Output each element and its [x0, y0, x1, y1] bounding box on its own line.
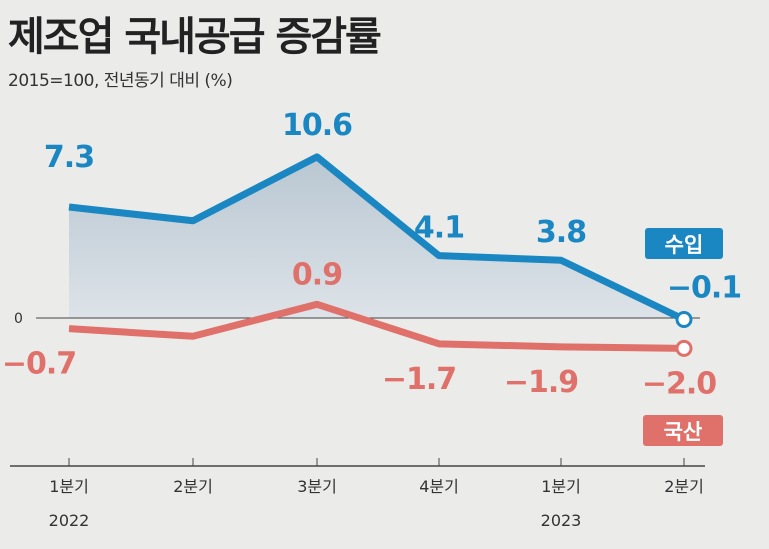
x-tick-label: 2분기 [173, 477, 213, 496]
x-tick-label: 1분기 [49, 477, 89, 496]
x-tick-label: 4분기 [419, 477, 459, 496]
legend-import-label: 수입 [665, 233, 704, 257]
legend-domestic-badge [643, 415, 723, 446]
legend-import-badge [645, 228, 723, 259]
import-line [68, 153, 686, 323]
import-data-label: 4.1 [414, 211, 464, 246]
x-tick-label: 2분기 [664, 477, 704, 496]
import-data-label: 10.6 [282, 108, 352, 143]
x-tick-label: 1분기 [541, 477, 581, 496]
import-data-label: 7.3 [44, 140, 94, 175]
zero-label: 0 [14, 311, 23, 327]
chart-subtitle: 2015=100, 전년동기 대비 (%) [8, 71, 233, 91]
legend-domestic-label: 국산 [664, 420, 703, 444]
domestic-data-label: −2.0 [642, 366, 716, 401]
import-end-marker [675, 311, 693, 329]
chart-title: 제조업 국내공급 증감률 [8, 14, 382, 60]
x-year-label: 2023 [541, 511, 582, 530]
domestic-line [68, 300, 685, 352]
import-data-label: 3.8 [536, 215, 586, 250]
domestic-end-marker [675, 339, 693, 357]
domestic-data-label: −1.7 [382, 362, 456, 397]
x-tick-label: 3분기 [297, 477, 337, 496]
import-data-label: −0.1 [667, 271, 741, 306]
domestic-data-label: 0.9 [292, 257, 342, 292]
import-area [69, 156, 684, 320]
x-year-label: 2022 [49, 511, 90, 530]
domestic-data-label: −0.7 [2, 347, 76, 382]
domestic-data-label: −1.9 [504, 365, 578, 400]
